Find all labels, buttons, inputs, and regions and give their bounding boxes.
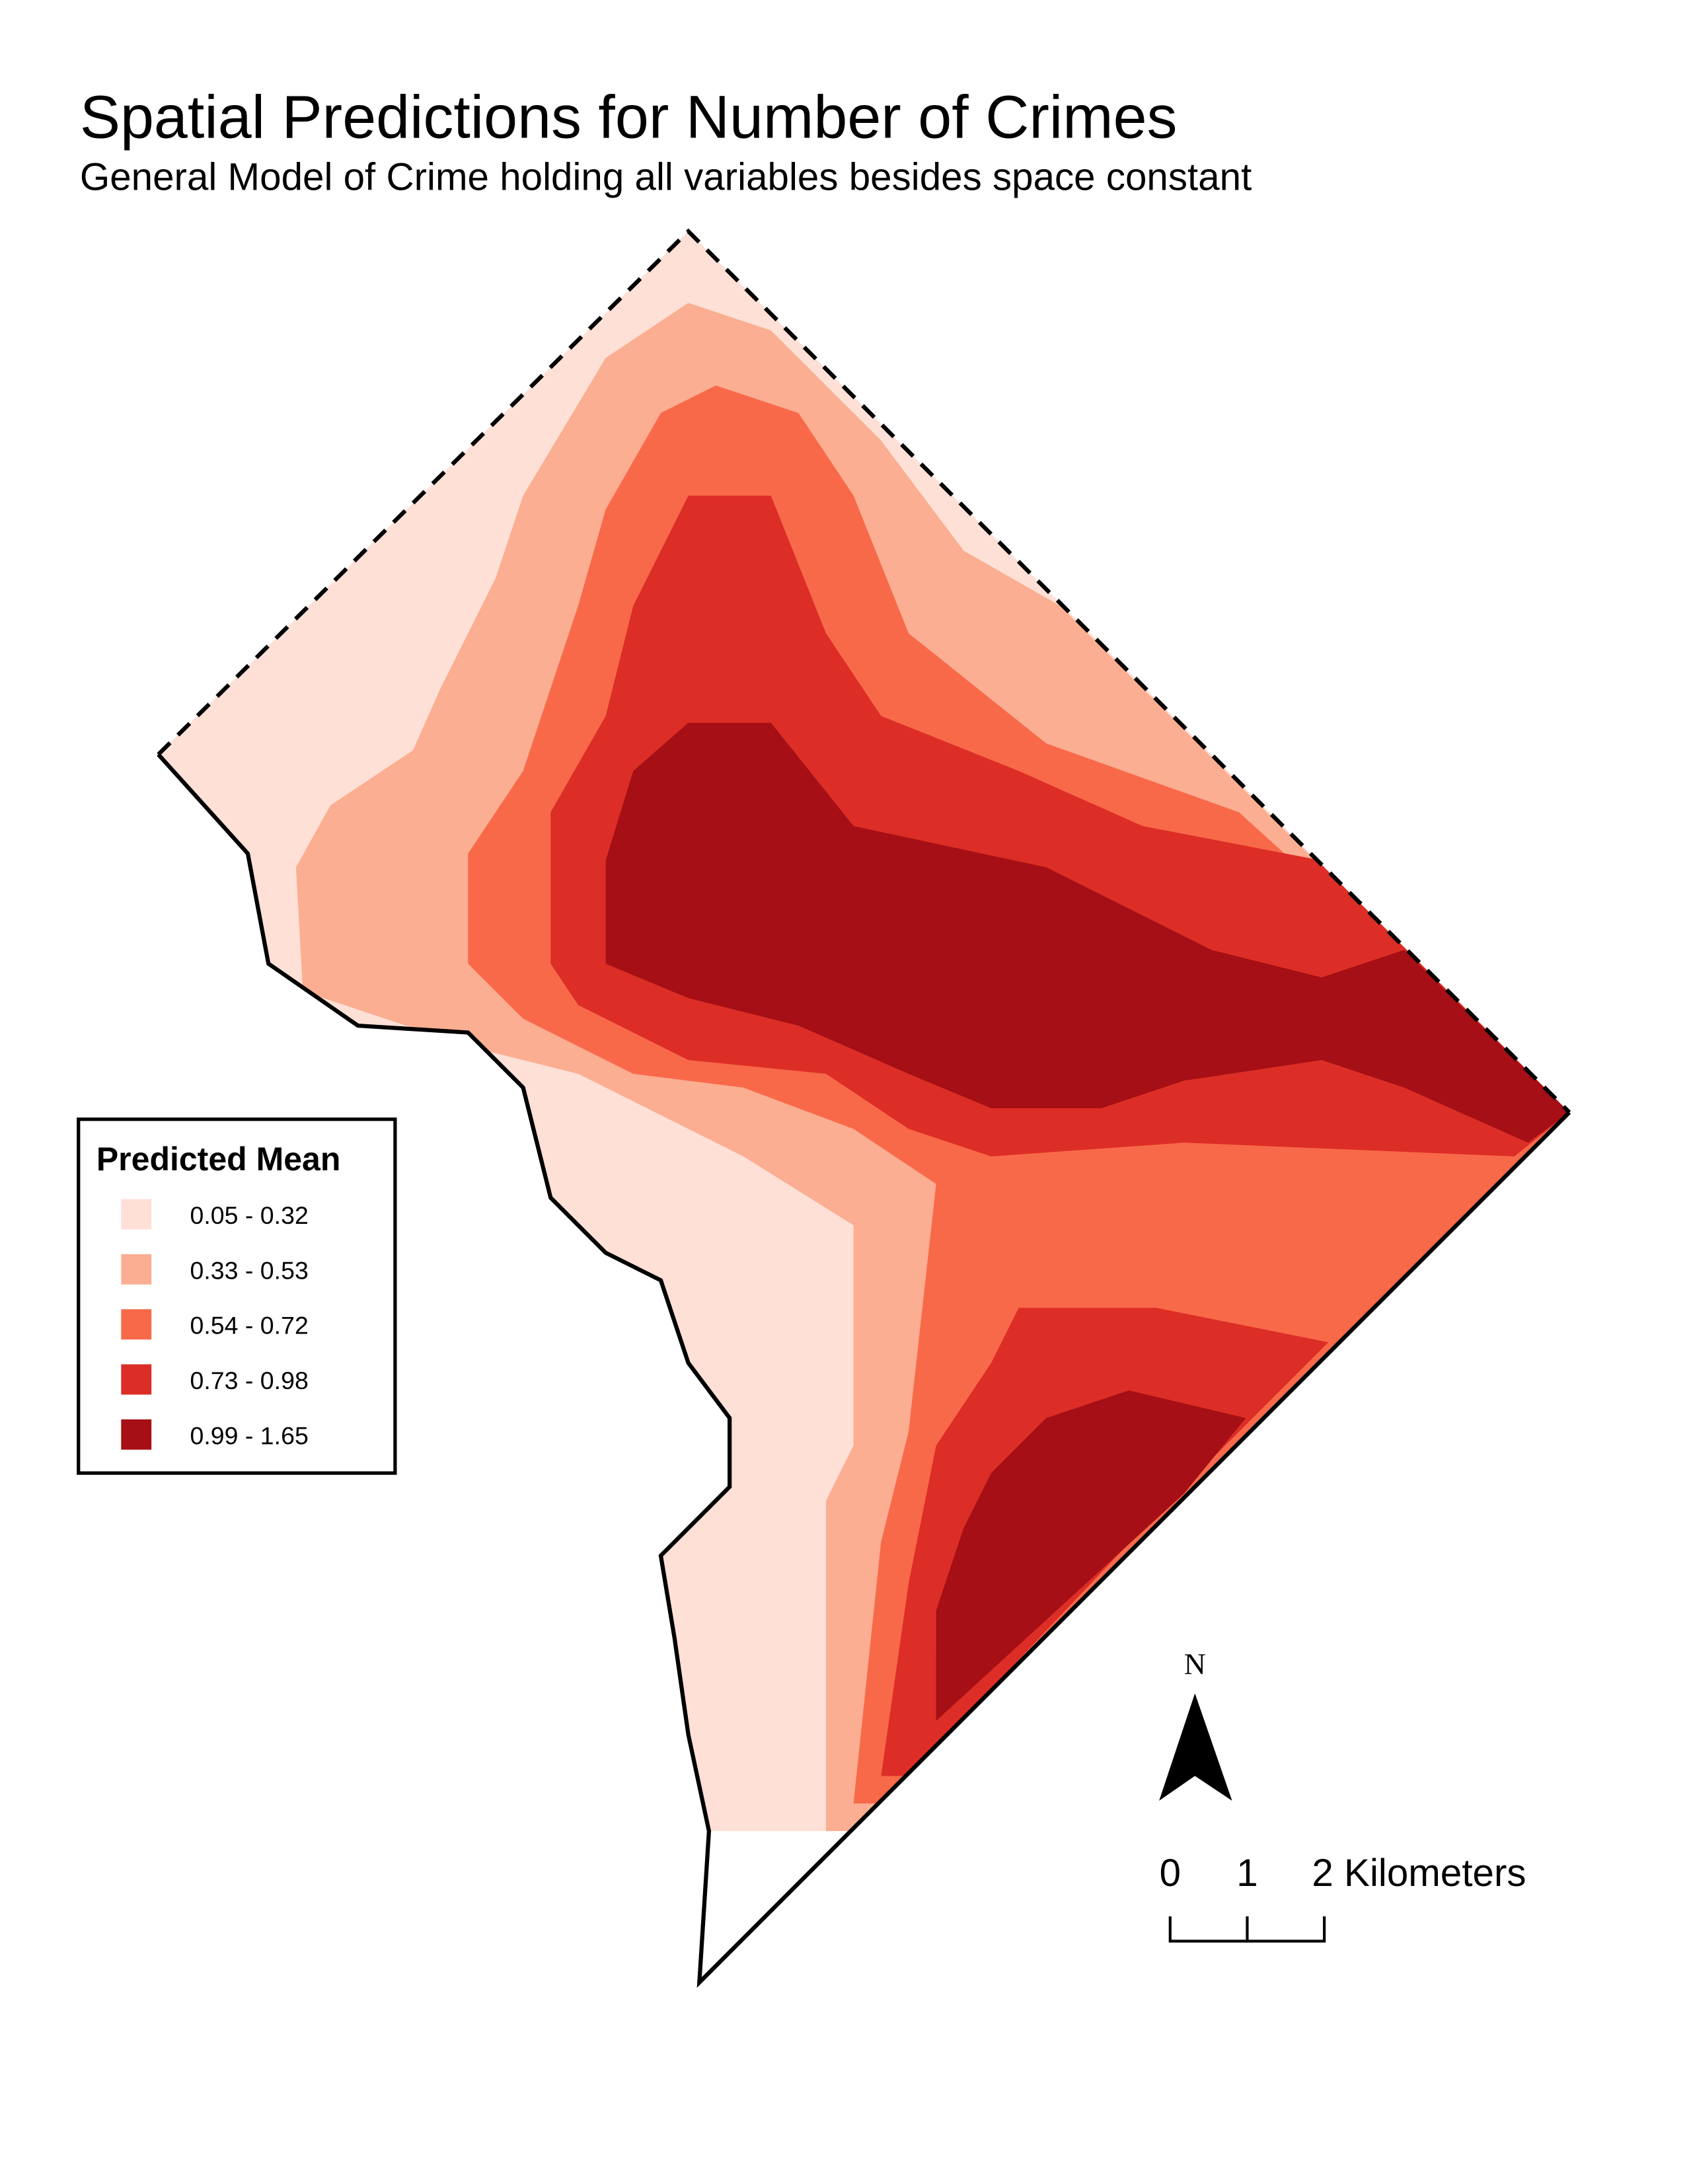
- prediction-zone: [936, 1390, 1246, 1721]
- legend-label: 0.99 - 1.65: [190, 1421, 309, 1449]
- prediction-zone: [605, 722, 1569, 1143]
- legend-swatch: [121, 1309, 152, 1340]
- legend-swatch: [121, 1254, 152, 1285]
- legend: Predicted Mean 0.05 - 0.32 0.33 - 0.53 0.5…: [77, 1117, 397, 1475]
- boundary-dashed: [157, 228, 1571, 1114]
- legend-label: 0.54 - 0.72: [190, 1312, 309, 1339]
- scale-label: 1: [1236, 1852, 1257, 1895]
- north-arrow-shape: [1159, 1693, 1232, 1801]
- legend-label: 0.73 - 0.98: [190, 1367, 309, 1394]
- legend-frame: [77, 1117, 397, 1475]
- map-title: Spatial Predictions for Number of Crimes: [80, 83, 1178, 151]
- legend-title: Predicted Mean: [96, 1141, 341, 1178]
- scale-bar: 0 1 2 Kilometers: [1160, 1852, 1526, 1943]
- legend-swatch: [121, 1419, 152, 1450]
- legend-label: 0.05 - 0.32: [190, 1201, 309, 1229]
- north-arrow: N: [1159, 1647, 1232, 1801]
- north-label: N: [1184, 1647, 1206, 1680]
- map-subtitle: General Model of Crime holding all varia…: [80, 156, 1252, 199]
- scale-label: 0: [1160, 1852, 1181, 1895]
- prediction-surface: [158, 231, 1569, 1831]
- legend-label: 0.33 - 0.53: [190, 1256, 309, 1284]
- scale-label: 2 Kilometers: [1312, 1852, 1526, 1895]
- legend-swatch: [121, 1199, 152, 1230]
- legend-swatch: [121, 1364, 152, 1395]
- boundary-solid: [157, 753, 1571, 1988]
